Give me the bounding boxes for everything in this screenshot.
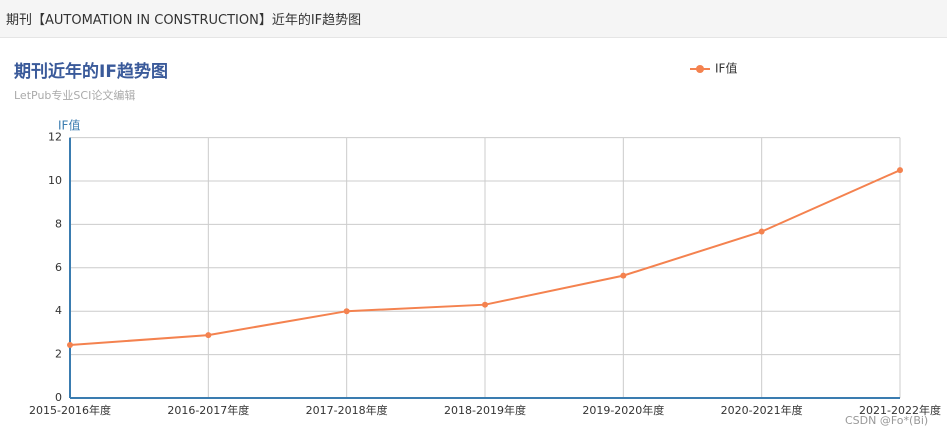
x-tick-label: 2020-2021年度 <box>721 403 803 417</box>
header-title: 期刊【AUTOMATION IN CONSTRUCTION】近年的IF趋势图 <box>6 13 362 28</box>
chart-subtitle: LetPub专业SCI论文编辑 <box>14 88 135 102</box>
point <box>482 301 488 308</box>
y-tick-label: 6 <box>55 261 62 274</box>
point <box>343 308 350 315</box>
x-tick-label: 2018-2019年度 <box>444 403 526 417</box>
x-tick-label: 2019-2020年度 <box>582 403 664 417</box>
point <box>205 332 212 339</box>
y-tick-label: 2 <box>55 348 62 361</box>
point <box>67 342 73 349</box>
x-tick-label: 2015-2016年度 <box>29 403 111 417</box>
y-axis-label: IF值 <box>58 118 80 133</box>
legend-marker <box>696 65 704 73</box>
point <box>897 167 903 174</box>
point <box>758 228 765 235</box>
legend-label: IF值 <box>715 61 737 76</box>
x-tick-label: 2016-2017年度 <box>167 403 249 417</box>
y-tick-label: 8 <box>55 217 62 230</box>
x-tick-label: 2017-2018年度 <box>306 403 388 417</box>
y-tick-label: 0 <box>55 391 62 404</box>
header: 期刊【AUTOMATION IN CONSTRUCTION】近年的IF趋势图 <box>0 0 947 38</box>
chart-title: 期刊近年的IF趋势图 <box>14 61 168 82</box>
y-tick-label: 4 <box>55 304 62 317</box>
x-tick-label: 2021-2022年度 <box>859 403 941 417</box>
point <box>620 272 627 279</box>
y-tick-label: 12 <box>48 131 62 144</box>
watermark: CSDN @Fo*(Bi) <box>845 414 928 427</box>
y-tick-label: 10 <box>48 174 62 187</box>
